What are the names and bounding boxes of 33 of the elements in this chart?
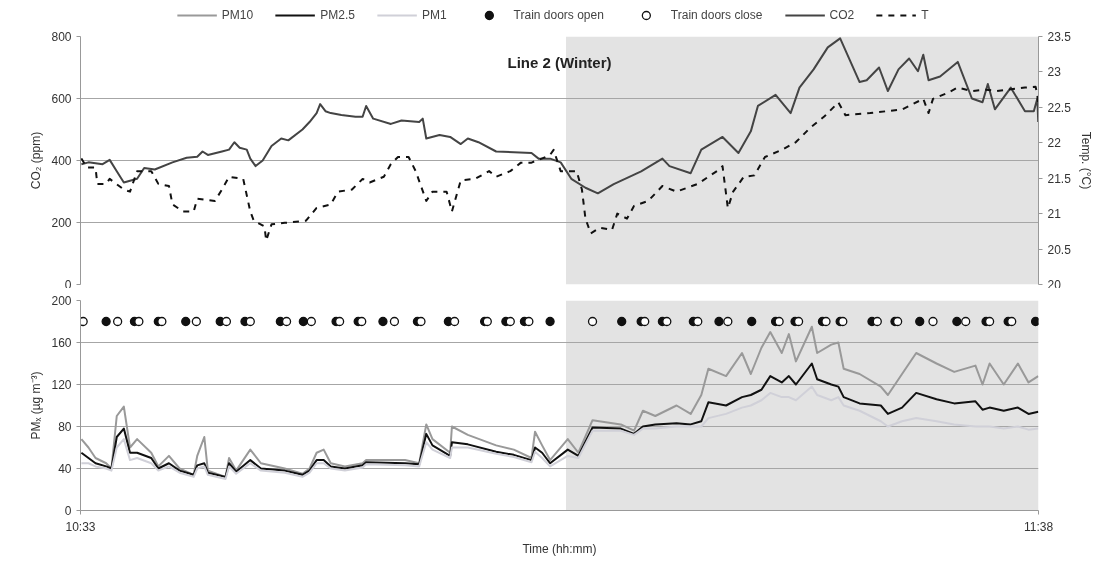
y2-tick-label: 23.5 <box>1047 30 1072 44</box>
y2-tick-label: 23 <box>1047 65 1062 80</box>
y-tick-label: 200 <box>51 294 72 308</box>
text: Line 2 (Winter) <box>507 53 612 71</box>
y2-axis-title: Temp. (°C) <box>1078 131 1093 190</box>
x-axis-title: Time (hh:mm) <box>522 541 597 556</box>
y2-tick-label: 20.5 <box>1047 242 1072 257</box>
y2-tick-label: 22 <box>1047 136 1062 151</box>
legend-label: PM1 <box>421 8 447 22</box>
legend-label: Train doors open <box>513 8 604 22</box>
y-tick-label: 0 <box>64 277 72 292</box>
y-tick-label: 40 <box>58 462 72 476</box>
y2-tick-label: 21 <box>1047 207 1062 222</box>
x-tick-label: 11:38 <box>1023 519 1054 534</box>
y2-tick-label: 22.5 <box>1047 100 1072 115</box>
y2-tick-label: 21.5 <box>1047 171 1072 186</box>
y-tick-label: 80 <box>58 420 72 434</box>
legend-label: CO2 <box>829 8 855 22</box>
y-tick-label: 160 <box>51 336 72 350</box>
x-tick-label: 10:33 <box>65 519 96 534</box>
legend-label: Train doors close <box>670 8 763 22</box>
y2-tick-label: 20 <box>1047 277 1062 292</box>
y-axis-title: PMₓ (µg m⁻³) <box>29 371 44 440</box>
legend-label: PM2.5 <box>320 8 355 22</box>
y-tick-label: 120 <box>51 378 72 392</box>
y-tick-label: 200 <box>51 216 72 230</box>
legend-label: PM10 <box>221 8 254 22</box>
y-tick-label: 400 <box>51 154 72 168</box>
y-tick-label: 0 <box>64 504 72 518</box>
y-tick-label: 600 <box>51 92 72 106</box>
y-tick-label: 800 <box>51 30 72 44</box>
legend-label: T <box>921 8 930 22</box>
y-axis-title: CO₂ (ppm) <box>29 131 44 190</box>
